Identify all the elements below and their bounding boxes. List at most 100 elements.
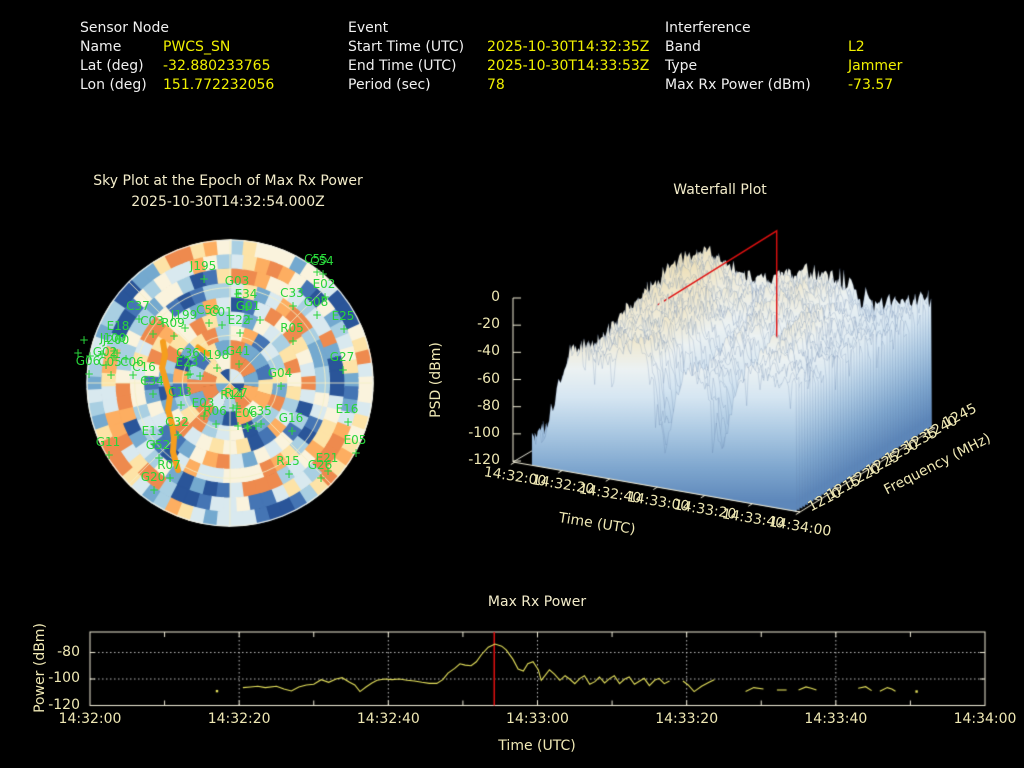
- satellite-label: G11: [95, 435, 121, 449]
- satellite-label: E25: [331, 309, 355, 323]
- timeseries-x-tick-label: 14:33:40: [804, 711, 868, 727]
- satellite-marker-icon: +: [216, 318, 228, 332]
- timeseries-y-tick-label: -120: [48, 696, 80, 713]
- satellite-label: J195: [189, 259, 217, 273]
- satellite-marker-icon: +: [243, 312, 255, 326]
- header-group-title: Interference: [665, 20, 751, 36]
- header-field-value: PWCS_SN: [163, 39, 231, 55]
- header-field-label: Lat (deg): [80, 58, 144, 74]
- satellite-marker-icon: +: [241, 300, 253, 314]
- satellite-marker-icon: +: [317, 267, 329, 281]
- header-field-value: Jammer: [848, 58, 903, 74]
- timeseries-y-tick-label: -80: [57, 643, 80, 660]
- satellite-label: J198: [202, 348, 230, 362]
- satellite-label: G08: [303, 295, 329, 309]
- waterfall-z-axis-label: PSD (dBm): [428, 342, 444, 418]
- satellite-marker-icon: +: [287, 299, 299, 313]
- satellite-label: R27: [224, 386, 248, 400]
- waterfall-z-tick-label: -100: [468, 424, 500, 441]
- satellite-marker-icon: +: [240, 300, 252, 314]
- sky-plot-title: Sky Plot at the Epoch of Max Rx Power: [93, 173, 363, 189]
- satellite-marker-icon: +: [108, 344, 120, 358]
- timeseries-x-tick-label: 14:32:40: [356, 711, 420, 727]
- satellite-label: E34: [234, 287, 258, 301]
- satellite-marker-icon: +: [286, 424, 298, 438]
- satellite-label: E18: [106, 319, 130, 333]
- satellite-label: E22: [227, 313, 251, 327]
- timeseries-x-tick-label: 14:33:00: [506, 711, 569, 727]
- satellite-marker-icon: +: [234, 326, 246, 340]
- satellite-marker-icon: +: [242, 421, 254, 435]
- satellite-marker-icon: +: [210, 417, 222, 431]
- satellite-label: G16: [278, 411, 304, 425]
- waterfall-z-tick-label: -40: [477, 343, 500, 360]
- satellite-marker-icon: +: [108, 350, 120, 364]
- satellite-label: G01: [235, 299, 261, 313]
- satellite-label: C05: [98, 355, 122, 369]
- satellite-label: R06: [203, 404, 227, 418]
- waterfall-z-tick-label: 0: [491, 289, 500, 305]
- satellite-label: E05: [343, 433, 367, 447]
- satellite-label: C55: [304, 252, 328, 266]
- satellite-label: E02: [312, 277, 336, 291]
- satellite-marker-icon: +: [211, 361, 223, 375]
- satellite-marker-icon: +: [232, 287, 244, 301]
- satellite-label: G03: [224, 274, 250, 288]
- satellite-marker-icon: +: [241, 419, 253, 433]
- satellite-marker-icon: +: [147, 327, 159, 341]
- satellite-marker-icon: +: [184, 367, 196, 381]
- satellite-marker-icon: +: [148, 437, 160, 451]
- header-group-title: Event: [348, 20, 389, 36]
- satellite-marker-icon: +: [283, 467, 295, 481]
- satellite-marker-icon: +: [287, 334, 299, 348]
- waterfall-z-tick-label: -60: [477, 370, 500, 387]
- timeseries-x-axis-label: Time (UTC): [498, 738, 576, 754]
- satellite-marker-icon: +: [96, 347, 108, 361]
- header-field-label: Name: [80, 39, 122, 55]
- header-field-value: -73.57: [848, 77, 894, 93]
- header-group-title: Sensor Node: [80, 20, 169, 36]
- timeseries-y-tick-label: -100: [48, 670, 80, 686]
- header-field-value: -32.880233765: [163, 58, 271, 74]
- satellite-marker-icon: +: [319, 290, 331, 304]
- satellite-marker-icon: +: [175, 398, 187, 412]
- satellite-marker-icon: +: [198, 409, 210, 423]
- satellite-label: J200: [102, 333, 130, 347]
- header-field-label: Max Rx Power (dBm): [665, 77, 811, 93]
- satellite-marker-icon: +: [254, 313, 266, 327]
- satellite-marker-icon: +: [350, 446, 362, 460]
- satellite-label: C32: [165, 415, 189, 429]
- waterfall-title: Waterfall Plot: [673, 182, 767, 198]
- satellite-label: C58: [196, 303, 220, 317]
- sky-plot-subtitle: 2025-10-30T14:32:54.000Z: [131, 194, 325, 210]
- waterfall-z-tick-label: -120: [468, 452, 500, 469]
- satellite-marker-icon: +: [342, 415, 354, 429]
- satellite-label: E13: [141, 424, 165, 438]
- satellite-label: G26: [307, 458, 333, 472]
- satellite-marker-icon: +: [227, 401, 239, 415]
- satellite-label: E23: [175, 355, 199, 369]
- satellite-label: G27: [329, 350, 355, 364]
- satellite-marker-icon: +: [337, 363, 349, 377]
- timeseries-x-tick-label: 14:32:00: [58, 711, 122, 727]
- header-field-label: Start Time (UTC): [348, 39, 465, 55]
- header-field-value: 2025-10-30T14:32:35Z: [487, 39, 650, 55]
- satellite-label: C16: [132, 360, 156, 374]
- satellite-marker-icon: +: [84, 349, 96, 363]
- satellite-marker-icon: +: [139, 373, 151, 387]
- satellite-label: E06: [234, 406, 258, 420]
- satellite-label: C33: [280, 286, 304, 300]
- satellite-marker-icon: +: [147, 387, 159, 401]
- satellite-label: C35: [248, 404, 272, 418]
- satellite-label: C54: [310, 254, 334, 268]
- timeseries-x-tick-label: 14:33:20: [655, 711, 719, 727]
- satellite-marker-icon: +: [183, 359, 195, 373]
- header-field-label: Lon (deg): [80, 77, 147, 93]
- satellite-marker-icon: +: [153, 451, 165, 465]
- satellite-marker-icon: +: [172, 428, 184, 442]
- satellite-label: C03: [140, 314, 164, 328]
- satellite-label: R07: [157, 458, 181, 472]
- satellite-marker-icon: +: [72, 346, 84, 360]
